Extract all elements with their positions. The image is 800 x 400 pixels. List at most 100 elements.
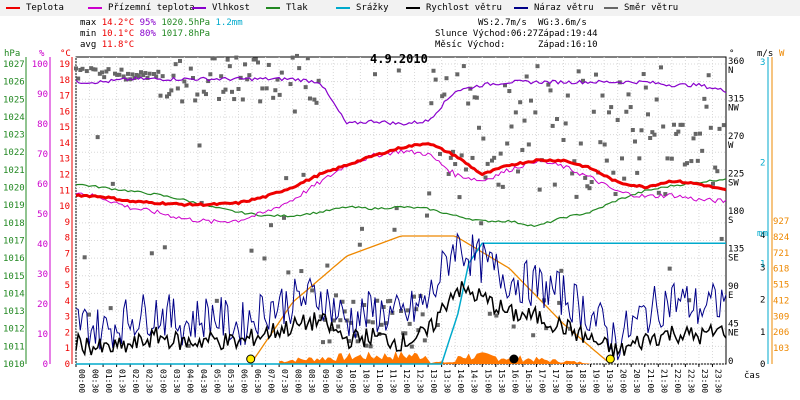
percent-tick-label: 70 (37, 150, 48, 160)
wind-direction-point (139, 70, 143, 75)
wind-direction-point (550, 123, 555, 128)
moonset: Západ:16:10 (538, 40, 598, 50)
wind-direction-point (290, 55, 295, 60)
wind-direction-point (643, 85, 648, 90)
wind-direction-point (82, 255, 87, 260)
direction-tick-label: 360 (728, 57, 744, 67)
wind-direction-point (91, 67, 96, 72)
wind-direction-point (485, 161, 490, 166)
celsius-tick-label: 8 (65, 234, 70, 244)
wind-direction-point (175, 86, 180, 91)
wind-direction-point (243, 62, 247, 67)
wind-direction-point (496, 182, 501, 187)
wind-direction-point (360, 226, 364, 231)
wind-direction-point (219, 74, 224, 79)
wind-direction-point (136, 74, 141, 79)
hpa-tick-label: 1013 (3, 307, 25, 317)
wind-direction-point (568, 326, 572, 331)
percent-tick-label: 60 (37, 180, 48, 190)
x-tick-label: 20:00 (619, 369, 628, 393)
x-tick-label: 15:00 (483, 369, 492, 393)
x-tick-label: 21:30 (659, 369, 668, 393)
legend-swatch (336, 6, 350, 9)
legend-swatch (514, 6, 528, 9)
wind-direction-point (325, 263, 330, 268)
celsius-tick-label: 17 (59, 92, 70, 102)
wind-direction-point (386, 299, 390, 304)
direction-tick-dir: N (728, 66, 733, 76)
wind-direction-point (108, 306, 113, 311)
wind-direction-point (639, 128, 644, 133)
hpa-tick-label: 1026 (3, 78, 25, 88)
wind-direction-point (490, 158, 494, 163)
wind-direction-point (412, 294, 416, 299)
wind-direction-point (609, 105, 614, 110)
direction-tick-dir: SW (728, 179, 739, 189)
wind-direction-point (104, 69, 109, 74)
direction-tick-label: 0 (728, 357, 733, 367)
wind-direction-point (494, 313, 499, 318)
wind-direction-point (134, 72, 139, 77)
wind-direction-point (464, 167, 468, 172)
wind-direction-point (546, 82, 551, 87)
wind-direction-point (487, 311, 492, 316)
temperature-line (75, 142, 727, 207)
wind-direction-point (214, 298, 219, 303)
x-tick-label: 14:00 (456, 369, 465, 393)
direction-tick-label: 315 (728, 95, 744, 105)
wind-direction-point (327, 339, 332, 344)
wind-direction-point (316, 78, 321, 83)
wind-direction-point (167, 92, 172, 97)
wind-direction-point (251, 57, 256, 62)
percent-tick-label: 0 (43, 360, 48, 370)
wind-direction-point (277, 92, 282, 97)
wind-direction-point (572, 159, 577, 164)
x-tick-label: 15:30 (497, 369, 506, 393)
wind-gust-avg: WG:3.6m/s (538, 18, 587, 28)
celsius-tick-label: 13 (59, 155, 70, 165)
legend-swatch (604, 6, 618, 9)
wind-direction-point (396, 68, 401, 73)
legend-label: Náraz větru (534, 3, 594, 13)
wind-direction-point (607, 110, 611, 115)
radiation-axis-label: W (779, 49, 785, 59)
wind-direction-point (351, 299, 356, 304)
wind-direction-point (253, 57, 258, 62)
legend-label: Srážky (356, 3, 389, 13)
direction-tick-label: 45 (728, 320, 739, 330)
wind-direction-point (602, 142, 607, 147)
wind-direction-point (689, 159, 694, 164)
celsius-tick-label: 3 (65, 313, 70, 323)
stats-max: max 14.2°C 95% 1020.5hPa 1.2mm (80, 18, 243, 28)
x-tick-label: 20:30 (632, 369, 641, 393)
wind-direction-point (258, 99, 263, 104)
legend-item: Rychlost větru (406, 3, 502, 13)
wind-axis-label: m/s (757, 49, 773, 59)
direction-tick-label: 270 (728, 132, 744, 142)
wind-direction-point (407, 321, 412, 326)
wind-direction-point (279, 70, 284, 75)
wind-direction-point (223, 87, 228, 92)
wind-direction-point (535, 64, 540, 69)
wind-direction-point (706, 73, 711, 78)
wind-direction-point (349, 320, 354, 325)
wind-direction-point (405, 308, 410, 313)
legend-item: Směr větru (604, 3, 678, 13)
wind-direction-point (422, 338, 427, 343)
wind-direction-point (503, 83, 507, 88)
x-tick-label: 00:00 (77, 369, 86, 393)
wind-direction-point (472, 95, 477, 100)
wind-direction-point (663, 192, 668, 197)
wind-direction-point (611, 170, 616, 175)
wind-direction-point (561, 137, 566, 142)
wind-direction-point (234, 55, 239, 60)
wind-direction-point (394, 206, 399, 211)
wind-direction-point (113, 71, 117, 76)
wind-direction-point (531, 333, 536, 338)
x-tick-label: 08:30 (307, 369, 316, 393)
wind-direction-point (479, 221, 484, 226)
wind-direction-point (188, 66, 193, 71)
wind-direction-point (284, 176, 289, 181)
wind-direction-point (633, 139, 637, 144)
wind-direction-point (366, 319, 371, 324)
